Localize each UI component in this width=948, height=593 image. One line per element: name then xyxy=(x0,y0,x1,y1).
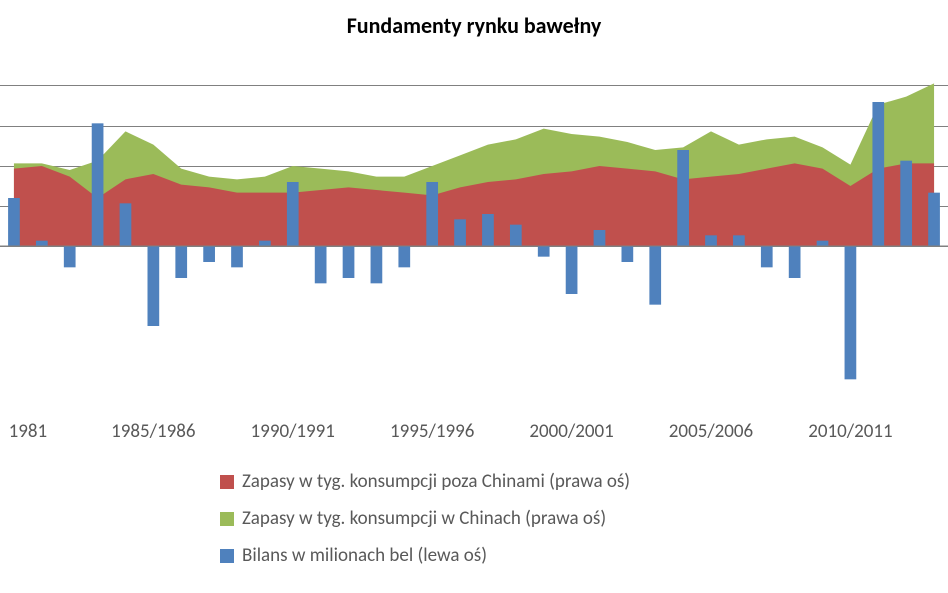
x-tick-label: 2005/2006 xyxy=(669,420,753,443)
bar xyxy=(64,246,76,267)
x-tick-label: 1981 xyxy=(9,420,48,443)
bar xyxy=(120,203,132,246)
bar xyxy=(175,246,187,278)
bar xyxy=(705,235,717,246)
chart-title: Fundamenty rynku bawełny xyxy=(0,12,948,39)
bar xyxy=(8,198,20,246)
bar xyxy=(566,246,578,294)
bar xyxy=(287,182,299,246)
cotton-fundamentals-chart: Fundamenty rynku bawełny Zapasy w tyg. k… xyxy=(0,0,948,593)
bar xyxy=(343,246,355,278)
x-tick-label: 1995/1996 xyxy=(390,420,474,443)
legend: Zapasy w tyg. konsumpcji poza Chinami (p… xyxy=(220,470,630,581)
bar xyxy=(845,246,857,379)
chart-svg xyxy=(0,86,948,406)
bar xyxy=(426,182,438,246)
bar xyxy=(371,246,383,283)
legend-swatch-icon xyxy=(220,475,234,489)
bar xyxy=(594,230,606,246)
bar xyxy=(92,123,104,246)
bar xyxy=(315,246,327,283)
bar xyxy=(789,246,801,278)
bar xyxy=(900,161,912,246)
legend-item-area-bottom: Zapasy w tyg. konsumpcji poza Chinami (p… xyxy=(220,470,630,493)
bar xyxy=(621,246,633,262)
x-tick-label: 2010/2011 xyxy=(808,420,892,443)
legend-label: Zapasy w tyg. konsumpcji poza Chinami (p… xyxy=(242,470,630,493)
x-tick-label: 2000/2001 xyxy=(529,420,613,443)
x-tick-label: 1985/1986 xyxy=(111,420,195,443)
bar xyxy=(510,225,522,246)
bar xyxy=(36,241,48,246)
bar xyxy=(538,246,550,257)
bar xyxy=(231,246,243,267)
bar xyxy=(398,246,410,267)
bar xyxy=(259,241,271,246)
bar xyxy=(761,246,773,267)
bar xyxy=(928,193,940,246)
bar xyxy=(147,246,159,326)
legend-swatch-icon xyxy=(220,512,234,526)
bar xyxy=(677,150,689,246)
bar xyxy=(454,219,466,246)
legend-label: Bilans w milionach bel (lewa oś) xyxy=(242,544,487,567)
bar xyxy=(733,235,745,246)
legend-item-area-top: Zapasy w tyg. konsumpcji w Chinach (praw… xyxy=(220,507,630,530)
legend-label: Zapasy w tyg. konsumpcji w Chinach (praw… xyxy=(242,507,606,530)
bar xyxy=(482,214,494,246)
bar xyxy=(872,102,884,246)
legend-swatch-icon xyxy=(220,549,234,563)
plot-area xyxy=(0,85,948,406)
legend-item-bars: Bilans w milionach bel (lewa oś) xyxy=(220,544,630,567)
x-tick-label: 1990/1991 xyxy=(251,420,335,443)
bar xyxy=(649,246,661,305)
bar xyxy=(203,246,215,262)
bar xyxy=(817,241,829,246)
